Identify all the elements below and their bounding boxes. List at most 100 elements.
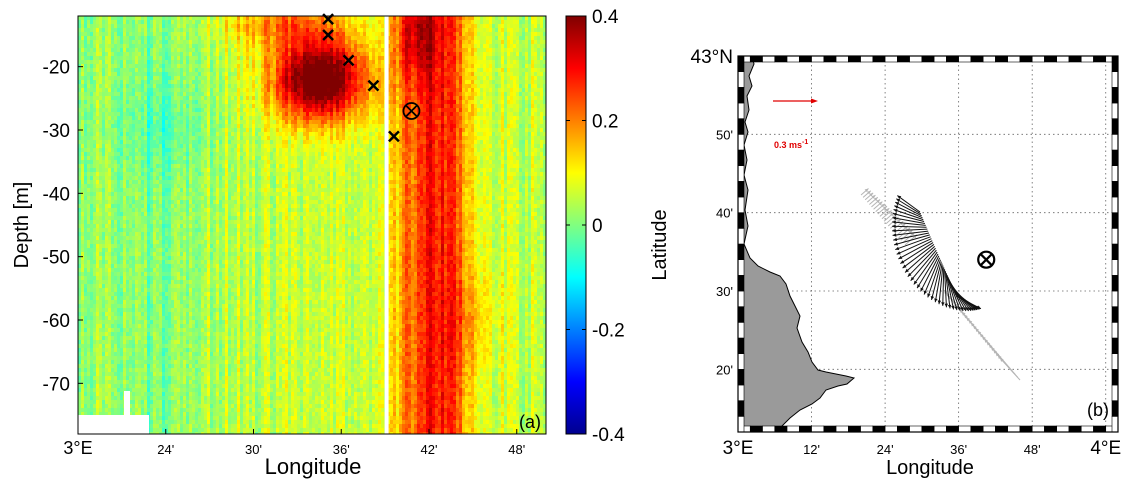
heatmap-cell (126, 340, 130, 345)
heatmap-cell (144, 316, 148, 321)
heatmap-cell (165, 308, 169, 313)
heatmap-cell (186, 72, 190, 77)
heatmap-cell (177, 28, 181, 33)
heatmap-cell (144, 392, 148, 397)
heatmap-cell (192, 148, 196, 153)
heatmap-cell (198, 280, 202, 285)
heatmap-cell (189, 312, 193, 317)
heatmap-cell (180, 40, 184, 45)
heatmap-cell (78, 368, 82, 373)
heatmap-cell (180, 244, 184, 249)
heatmap-cell (207, 256, 211, 261)
heatmap-cell (216, 104, 220, 109)
heatmap-cell (135, 64, 139, 69)
heatmap-cell (147, 44, 151, 49)
heatmap-cell (147, 72, 151, 77)
heatmap-cell (78, 76, 82, 81)
heatmap-cell (156, 312, 160, 317)
heatmap-cell (102, 24, 106, 29)
heatmap-cell (162, 176, 166, 181)
heatmap-cell (177, 280, 181, 285)
heatmap-cell (213, 344, 217, 349)
heatmap-cell (126, 276, 130, 281)
heatmap-cell (201, 44, 205, 49)
heatmap-cell (111, 136, 115, 141)
heatmap-cell (81, 108, 85, 113)
heatmap-cell (87, 160, 91, 165)
heatmap-cell (219, 168, 223, 173)
heatmap-cell (180, 116, 184, 121)
heatmap-cell (147, 92, 151, 97)
heatmap-cell (81, 356, 85, 361)
heatmap-cell (180, 44, 184, 49)
heatmap-cell (162, 144, 166, 149)
heatmap-cell (162, 28, 166, 33)
heatmap-cell (81, 388, 85, 393)
heatmap-cell (117, 180, 121, 185)
heatmap-cell (87, 32, 91, 37)
heatmap-cell (102, 56, 106, 61)
heatmap-cell (219, 256, 223, 261)
heatmap-cell (180, 352, 184, 357)
heatmap-cell (123, 212, 127, 217)
heatmap-cell (210, 60, 214, 65)
heatmap-cell (123, 324, 127, 329)
heatmap-cell (216, 328, 220, 333)
heatmap-cell (81, 392, 85, 397)
heatmap-cell (141, 316, 145, 321)
heatmap-cell (102, 160, 106, 165)
heatmap-cell (171, 180, 175, 185)
heatmap-cell (189, 364, 193, 369)
heatmap-cell (132, 284, 136, 289)
heatmap-cell (84, 200, 88, 205)
heatmap-cell (150, 24, 154, 29)
heatmap-cell (78, 228, 82, 233)
heatmap-cell (195, 388, 199, 393)
heatmap-cell (198, 128, 202, 133)
heatmap-cell (93, 284, 97, 289)
heatmap-cell (84, 400, 88, 405)
heatmap-cell (111, 68, 115, 73)
heatmap-cell (78, 196, 82, 201)
heatmap-cell (108, 264, 112, 269)
heatmap-cell (141, 404, 145, 409)
heatmap-cell (171, 352, 175, 357)
heatmap-cell (99, 192, 103, 197)
heatmap-cell (189, 420, 193, 425)
heatmap-cell (189, 96, 193, 101)
heatmap-cell (216, 244, 220, 249)
heatmap-cell (156, 16, 160, 21)
heatmap-cell (159, 56, 163, 61)
heatmap-cell (90, 44, 94, 49)
heatmap-cell (90, 364, 94, 369)
heatmap-cell (156, 244, 160, 249)
heatmap-cell (138, 236, 142, 241)
heatmap-cell (117, 228, 121, 233)
heatmap-cell (180, 200, 184, 205)
heatmap-cell (129, 16, 133, 21)
heatmap-cell (162, 372, 166, 377)
heatmap-cell (153, 412, 157, 417)
heatmap-cell (141, 296, 145, 301)
heatmap-cell (180, 240, 184, 245)
heatmap-cell (129, 224, 133, 229)
heatmap-cell (207, 176, 211, 181)
heatmap-cell (189, 180, 193, 185)
heatmap-cell (219, 80, 223, 85)
heatmap-cell (141, 104, 145, 109)
heatmap-cell (216, 384, 220, 389)
heatmap-cell (105, 352, 109, 357)
heatmap-cell (210, 36, 214, 41)
heatmap-cell (156, 52, 160, 57)
heatmap-cell (126, 320, 130, 325)
heatmap-cell (174, 84, 178, 89)
heatmap-cell (153, 96, 157, 101)
heatmap-cell (105, 176, 109, 181)
heatmap-cell (126, 116, 130, 121)
heatmap-cell (153, 184, 157, 189)
heatmap-cell (165, 96, 169, 101)
heatmap-cell (168, 416, 172, 421)
heatmap-cell (108, 316, 112, 321)
heatmap-cell (210, 136, 214, 141)
heatmap-cell (165, 340, 169, 345)
